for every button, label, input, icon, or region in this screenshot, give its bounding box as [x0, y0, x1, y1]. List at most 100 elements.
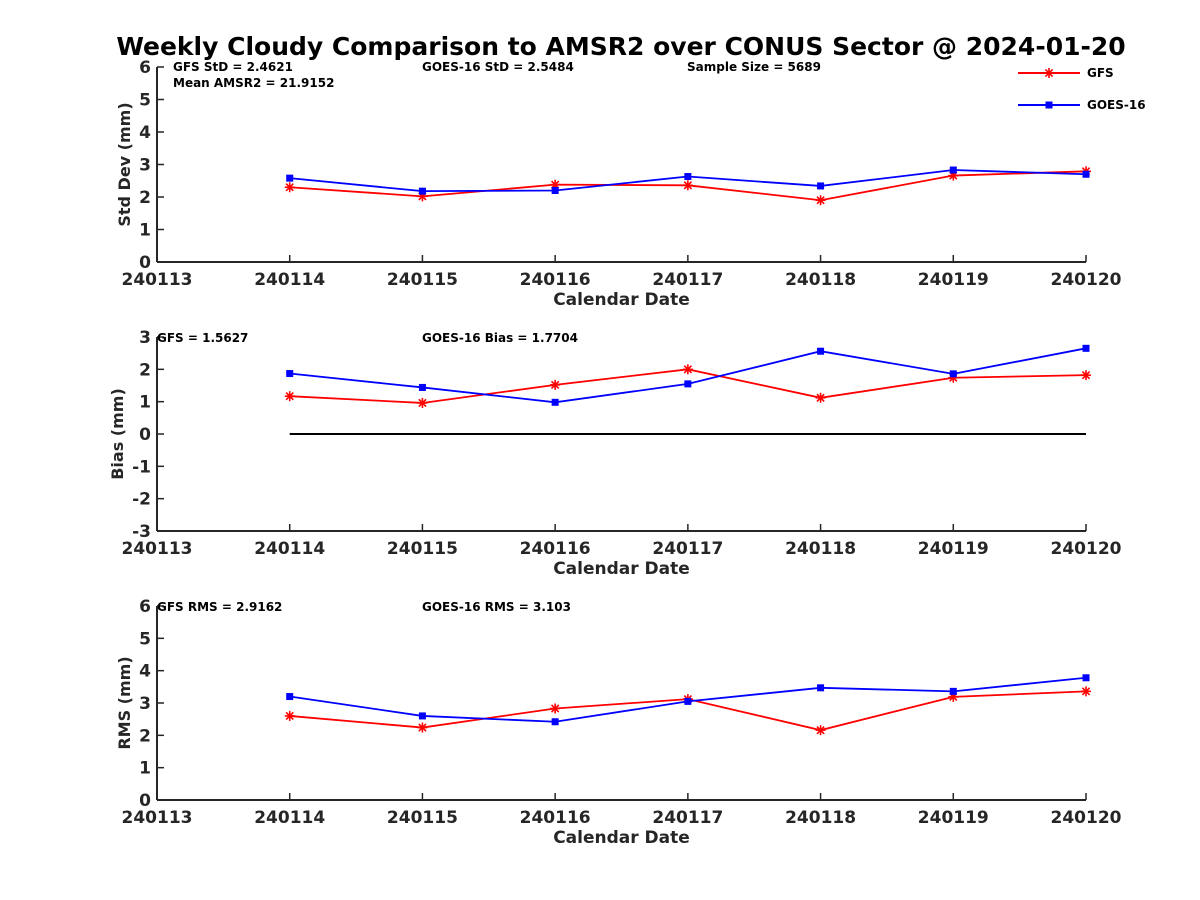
legend-marker-square [1045, 101, 1053, 109]
y-tick-label: 3 [139, 694, 151, 714]
data-point [817, 182, 825, 190]
data-point [815, 195, 826, 206]
x-tick-label: 240118 [785, 539, 856, 559]
y-tick-label: 1 [139, 759, 151, 779]
x-tick-label: 240120 [1051, 539, 1122, 559]
legend-marker-gfs [1044, 68, 1054, 78]
x-tick-label: 240116 [520, 270, 591, 290]
data-point [550, 703, 561, 714]
series-line [289, 347, 1087, 404]
series-gfs [284, 364, 1091, 408]
x-axis-label: Calendar Date [553, 828, 690, 848]
data-point [284, 391, 295, 402]
y-tick-label: 4 [139, 662, 151, 682]
x-tick-label: 240116 [520, 539, 591, 559]
stat-annotation: GFS = 1.5627 [157, 331, 248, 345]
y-tick-label: 6 [139, 58, 151, 78]
stat-annotation: GFS StD = 2.4621 [173, 60, 293, 74]
x-tick-label: 240113 [122, 808, 193, 828]
x-tick-label: 240113 [122, 539, 193, 559]
x-tick-label: 240118 [785, 270, 856, 290]
x-tick-label: 240120 [1051, 270, 1122, 290]
stat-annotation: Sample Size = 5689 [687, 60, 821, 74]
stat-annotation: GFS RMS = 2.9162 [157, 600, 282, 614]
data-point [286, 693, 294, 701]
data-point [284, 182, 295, 193]
x-tick-label: 240113 [122, 270, 193, 290]
stat-annotation: Mean AMSR2 = 21.9152 [173, 76, 334, 90]
y-tick-label: 1 [139, 393, 151, 413]
panel-rms: 0 1 2 3 4 5 6 240113 240114 240115 240116 240117 240… [115, 597, 1122, 848]
data-point [286, 370, 294, 378]
data-point [684, 380, 692, 388]
y-tick-label: 2 [139, 360, 151, 380]
data-point [949, 166, 957, 174]
x-tick-label: 240115 [387, 539, 458, 559]
data-point [949, 370, 957, 378]
data-point [551, 718, 559, 726]
series-goes16 [286, 166, 1090, 195]
legend-marker-goes16 [1045, 101, 1053, 109]
y-tick-label: -3 [132, 522, 151, 542]
series-gfs [284, 166, 1091, 206]
series-gfs [284, 686, 1091, 736]
series-goes16 [286, 674, 1090, 726]
x-tick-label: 240114 [254, 270, 325, 290]
legend: GFS GOES-16 [1018, 66, 1146, 112]
y-tick-label: -1 [132, 457, 151, 477]
x-axis-label: Calendar Date [553, 559, 690, 579]
data-point [551, 187, 559, 194]
data-point [1081, 370, 1091, 381]
data-point [1082, 674, 1090, 682]
legend-item-goes16: GOES-16 [1018, 98, 1146, 112]
data-point [418, 187, 426, 195]
data-point [286, 174, 294, 182]
data-point [817, 684, 825, 692]
y-tick-label: 6 [139, 597, 151, 617]
data-point [684, 697, 692, 705]
y-tick-label: 0 [139, 253, 151, 273]
y-tick-label: 1 [139, 221, 151, 241]
data-point [682, 180, 693, 191]
legend-label-goes16: GOES-16 [1087, 98, 1146, 112]
x-tick-label: 240119 [918, 808, 989, 828]
y-tick-label: 0 [139, 425, 151, 445]
x-tick-label: 240120 [1051, 808, 1122, 828]
data-point [1082, 170, 1090, 178]
data-point [418, 383, 426, 391]
x-tick-label: 240119 [918, 270, 989, 290]
stat-annotation: GOES-16 RMS = 3.103 [422, 600, 571, 614]
y-axis-label: Bias (mm) [108, 388, 127, 480]
x-tick-label: 240119 [918, 539, 989, 559]
data-point [815, 392, 826, 403]
legend-item-gfs: GFS [1018, 66, 1114, 80]
stat-annotation: GOES-16 Bias = 1.7704 [422, 331, 578, 345]
x-tick-label: 240117 [652, 539, 723, 559]
series-goes16 [286, 344, 1090, 406]
data-point [551, 398, 559, 406]
y-tick-label: 4 [139, 123, 151, 143]
data-point [815, 725, 826, 736]
data-point [417, 722, 428, 733]
y-tick-label: 5 [139, 91, 151, 111]
data-point [418, 712, 426, 720]
y-tick-label: -2 [132, 490, 151, 510]
data-point [417, 397, 428, 408]
y-tick-label: 3 [139, 156, 151, 176]
y-tick-label: 3 [139, 328, 151, 348]
legend-label-gfs: GFS [1087, 66, 1114, 80]
data-point [1082, 344, 1090, 352]
y-axis-label: RMS (mm) [115, 656, 134, 749]
data-point [684, 173, 692, 181]
x-tick-label: 240116 [520, 808, 591, 828]
data-point [949, 687, 957, 695]
data-point [284, 710, 295, 721]
data-point [817, 347, 825, 355]
y-tick-label: 2 [139, 726, 151, 746]
panel-bias: -3 -2 -1 0 1 2 3 240113 240114 240115 240116 240117… [108, 328, 1122, 579]
x-tick-label: 240114 [254, 808, 325, 828]
x-tick-label: 240118 [785, 808, 856, 828]
x-axis-label: Calendar Date [553, 290, 690, 310]
data-point [550, 379, 561, 390]
